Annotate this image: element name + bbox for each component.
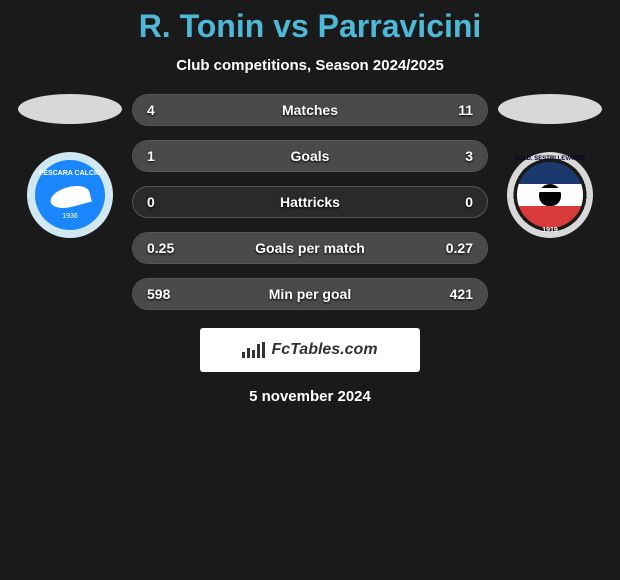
player-ellipse-left	[18, 94, 122, 124]
stat-value-right: 0.27	[446, 240, 473, 256]
stripe-bot	[517, 206, 582, 228]
badge-left-inner: PESCARA CALCIO 1936	[35, 160, 105, 230]
right-side: U.S.D. SESTRI LEVANTE 1919	[498, 94, 602, 238]
stripe-top	[517, 162, 582, 184]
dolphin-icon	[48, 182, 92, 212]
left-side: PESCARA CALCIO 1936	[18, 94, 122, 238]
stat-value-right: 3	[465, 148, 473, 164]
logo-text: FcTables.com	[271, 341, 377, 359]
stat-value-right: 421	[450, 286, 473, 302]
club-badge-left: PESCARA CALCIO 1936	[27, 152, 113, 238]
stat-value-right: 11	[458, 102, 473, 118]
stat-row: 1Goals3	[132, 140, 488, 172]
stat-label: Hattricks	[133, 194, 487, 210]
stat-value-right: 0	[465, 194, 473, 210]
stat-label: Min per goal	[133, 286, 487, 302]
fctables-logo[interactable]: FcTables.com	[200, 328, 420, 372]
club-badge-right: U.S.D. SESTRI LEVANTE 1919	[507, 152, 593, 238]
stat-label: Goals per match	[133, 240, 487, 256]
stat-row: 4Matches11	[132, 94, 488, 126]
comparison-card: R. Tonin vs Parravicini Club competition…	[0, 0, 620, 413]
stat-row: 0.25Goals per match0.27	[132, 232, 488, 264]
badge-right-text: U.S.D. SESTRI LEVANTE	[507, 156, 593, 162]
badge-right-inner	[517, 162, 582, 227]
player-ellipse-right	[498, 94, 602, 124]
badge-left-text: PESCARA CALCIO	[39, 170, 102, 177]
stripe-mid	[517, 184, 582, 206]
badge-left-year: 1936	[62, 213, 78, 220]
date-label: 5 november 2024	[0, 388, 620, 405]
stats-column: 4Matches11 1Goals3 0Hattricks0 0.25Goals pe…	[132, 94, 488, 310]
chart-icon	[242, 342, 265, 358]
moor-head-icon	[539, 184, 561, 206]
page-title: R. Tonin vs Parravicini	[0, 8, 620, 45]
stat-row: 598Min per goal421	[132, 278, 488, 310]
subtitle: Club competitions, Season 2024/2025	[0, 57, 620, 74]
stat-label: Matches	[133, 102, 487, 118]
main-row: PESCARA CALCIO 1936 4Matches11 1Goals3 0Ha…	[0, 94, 620, 310]
stat-row: 0Hattricks0	[132, 186, 488, 218]
badge-right-year: 1919	[507, 227, 593, 234]
stat-label: Goals	[133, 148, 487, 164]
